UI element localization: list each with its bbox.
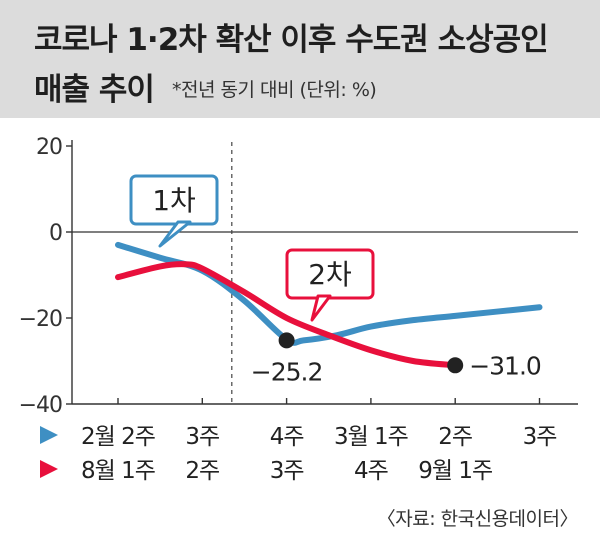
x-tick-label: 3주 <box>185 424 219 450</box>
y-tick-label: 0 <box>49 221 62 246</box>
chart-title: 코로나 1·2차 확산 이후 수도권 소상공인 <box>34 22 549 58</box>
x-tick-label: 3월 1주 <box>334 424 408 450</box>
x-tick-label: 2주 <box>185 458 219 484</box>
x-tick-label: 3주 <box>523 424 557 450</box>
legend-marker-1 <box>40 426 58 444</box>
x-tick-label: 9월 1주 <box>418 458 492 484</box>
x-tick-label: 2월 2주 <box>81 424 155 450</box>
x-tick-label: 4주 <box>354 458 388 484</box>
x-tick-label: 2주 <box>438 424 472 450</box>
legend-marker-2 <box>40 460 58 478</box>
data-label: −25.2 <box>251 357 323 386</box>
y-tick-label: 20 <box>36 135 62 160</box>
line-chart: 20 0 −20 −40 −25.2 −31.0 1차 2차 2월 2주 3주 4주 3월 1주 2주 3… <box>19 135 578 484</box>
callout-1-box <box>129 174 219 226</box>
data-point-marker <box>278 332 295 349</box>
x-tick-label: 3주 <box>270 458 304 484</box>
y-tick-label: −40 <box>19 393 62 418</box>
data-label: −31.0 <box>469 351 541 380</box>
series-line-2 <box>115 261 459 369</box>
chart-title-line2: 매출 추이 <box>34 72 155 108</box>
callout-2-label: 2차 <box>308 258 352 291</box>
callout-2-pointer <box>310 294 332 322</box>
callout-1-pointer <box>158 220 192 248</box>
data-point-marker <box>447 357 464 374</box>
y-tick-label: −20 <box>19 307 62 332</box>
source-note: 〈자료: 한국신용데이터〉 <box>376 508 579 530</box>
x-tick-label: 8월 1주 <box>81 458 155 484</box>
x-tick-label: 4주 <box>270 424 304 450</box>
chart-subtitle: *전년 동기 대비 (단위: %) <box>172 79 377 101</box>
header-band: 코로나 1·2차 확산 이후 수도권 소상공인 매출 추이 *전년 동기 대비 … <box>0 0 600 118</box>
callout-1-label: 1차 <box>152 184 196 217</box>
